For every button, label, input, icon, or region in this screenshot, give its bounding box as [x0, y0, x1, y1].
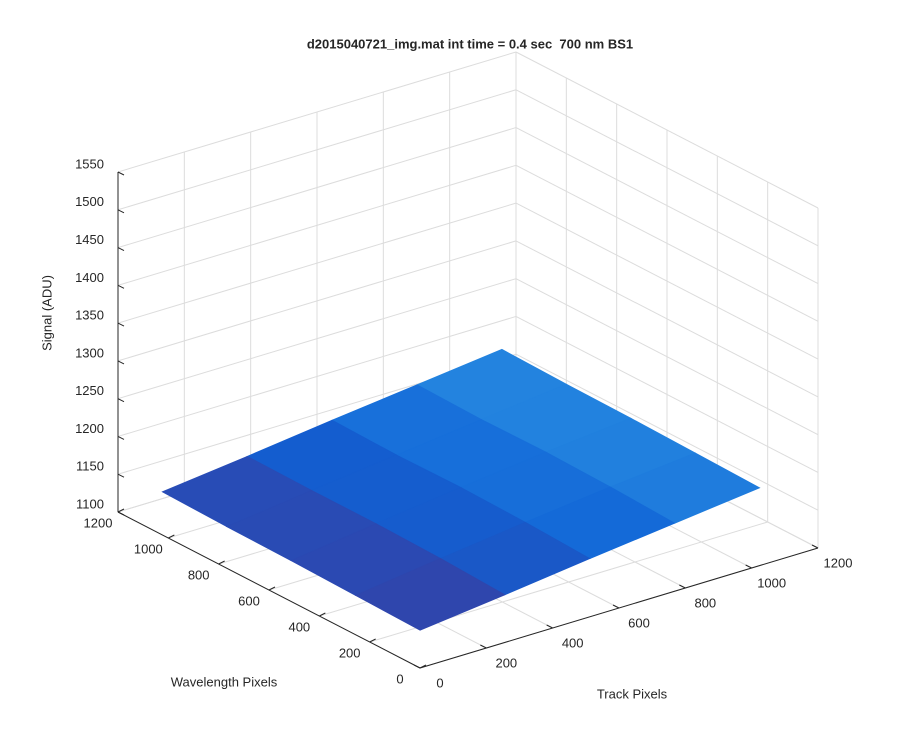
- y-tick: [268, 586, 276, 591]
- surface-patch: [354, 558, 506, 631]
- y-tick-label: 800: [188, 567, 210, 582]
- y-tick-label: 400: [288, 619, 310, 634]
- z-tick-label: 1200: [75, 421, 104, 436]
- z-tick: [117, 209, 125, 214]
- z-tick-label: 1150: [76, 459, 104, 474]
- x-tick-label: 200: [495, 655, 517, 670]
- z-tick-label: 1450: [75, 232, 104, 247]
- z-tick: [117, 247, 125, 252]
- x-tick-label: 600: [628, 615, 650, 630]
- chart-title: d2015040721_img.mat int time = 0.4 sec 7…: [307, 36, 633, 51]
- x-tick: [413, 664, 421, 669]
- z-tick: [117, 284, 125, 289]
- y-tick-label: 200: [339, 645, 361, 660]
- x-tick: [480, 644, 487, 649]
- y-tick: [168, 534, 175, 539]
- z-tick: [117, 398, 125, 403]
- x-tick: [546, 624, 553, 629]
- y-tick: [319, 612, 326, 617]
- z-tick: [117, 360, 125, 365]
- y-tick: [419, 664, 427, 669]
- x-tick: [811, 544, 819, 549]
- x-tick: [679, 584, 686, 589]
- z-tick-label: 1550: [75, 156, 104, 171]
- y-tick-label: 1200: [84, 515, 113, 530]
- y-tick: [218, 560, 225, 565]
- x-tick-label: 800: [694, 595, 716, 610]
- y-tick-label: 0: [396, 671, 403, 686]
- z-axis-label: Signal (ADU): [39, 275, 54, 351]
- y-tick: [117, 508, 125, 513]
- x-tick-label: 0: [436, 675, 443, 690]
- z-tick: [117, 322, 125, 327]
- z-tick: [117, 511, 125, 516]
- y-tick-label: 600: [238, 593, 260, 608]
- z-tick-label: 1300: [75, 345, 104, 360]
- x-tick-label: 1000: [757, 575, 786, 590]
- z-tick-label: 1100: [76, 496, 104, 511]
- x-tick-label: 1200: [824, 555, 853, 570]
- y-axis-label: Wavelength Pixels: [171, 674, 278, 689]
- z-tick: [117, 473, 125, 478]
- y-tick: [369, 638, 376, 643]
- x-axis-label: Track Pixels: [597, 686, 668, 701]
- z-tick-label: 1250: [75, 383, 104, 398]
- x-tick-label: 400: [562, 635, 584, 650]
- x-tick: [745, 564, 752, 569]
- z-tick-label: 1500: [75, 194, 104, 209]
- z-tick: [117, 171, 125, 176]
- y-tick-label: 1000: [134, 541, 163, 556]
- x-tick: [612, 604, 620, 609]
- z-tick: [117, 435, 125, 440]
- z-tick-label: 1400: [75, 270, 104, 285]
- z-tick-label: 1350: [75, 308, 104, 323]
